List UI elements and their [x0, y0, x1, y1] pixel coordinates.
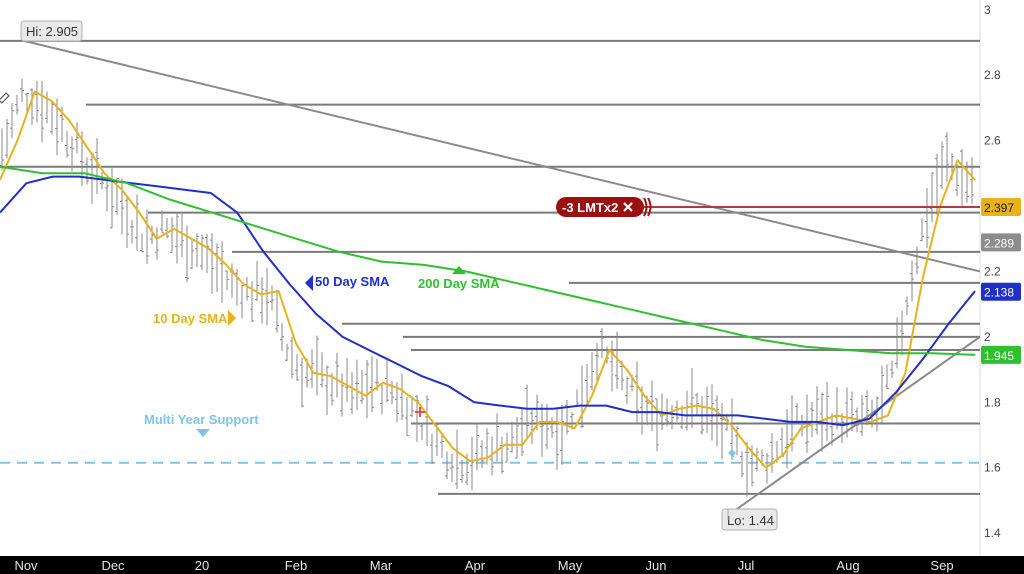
y-tick-label: 2.6	[984, 134, 1001, 148]
x-tick-label: 20	[195, 558, 209, 573]
x-tick-label: Dec	[101, 558, 125, 573]
price-markers: 2.397 2.289 2.138 1.945	[981, 198, 1021, 364]
price-marker-price	[981, 198, 1021, 217]
sma10-arrow	[228, 310, 236, 326]
close-icon[interactable]	[623, 202, 633, 212]
trendline-downtrend	[23, 39, 981, 273]
price-marker-sma50	[981, 282, 1021, 301]
order-pill-edge	[643, 197, 652, 217]
x-axis: Nov Dec 20 Feb Mar Apr May Jun Jul Aug Sep	[14, 558, 953, 573]
price-marker-last	[981, 233, 1021, 252]
high-callout	[20, 20, 83, 42]
sma200-label: 200 Day SMA	[418, 276, 500, 291]
y-tick-label: 1.8	[984, 395, 1001, 409]
y-tick-label: 3	[984, 3, 991, 17]
annotations: 50 Day SMA 200 Day SMA 10 Day SMA Multi Yea…	[0, 20, 778, 531]
price-marker-sma200	[981, 345, 1021, 364]
price-marker-label: 2.138	[984, 286, 1014, 300]
x-tick-label: May	[558, 558, 583, 573]
order-line[interactable]: -3 LMTx2	[556, 197, 980, 218]
pencil-icon-body	[0, 92, 10, 104]
x-tick-label: Jun	[646, 558, 667, 573]
event-marker	[415, 407, 425, 417]
x-tick-label: Sep	[930, 558, 953, 573]
y-tick-label: 2.8	[984, 68, 1001, 82]
x-tick-label: Mar	[370, 558, 393, 573]
moving-averages	[0, 90, 976, 469]
sma50-arrow	[305, 275, 313, 291]
y-tick-label: 1.4	[984, 526, 1001, 540]
trendline-uptrend	[725, 336, 981, 518]
price-marker-label: 2.397	[984, 201, 1014, 215]
support-touch-marker	[728, 449, 736, 457]
support-label: Multi Year Support	[144, 412, 259, 427]
x-axis-background	[0, 556, 1024, 574]
y-tick-label: 2.2	[984, 264, 1001, 278]
x-tick-label: Aug	[836, 558, 859, 573]
sma10-label: 10 Day SMA	[153, 311, 228, 326]
y-tick-label: 1.6	[984, 461, 1001, 475]
high-label: Hi: 2.905	[26, 24, 78, 39]
price-marker-label: 1.945	[984, 349, 1014, 363]
sma200-arrow	[452, 266, 466, 274]
x-tick-label: Apr	[465, 558, 486, 573]
sma50-label: 50 Day SMA	[315, 274, 390, 289]
pencil-icon[interactable]	[0, 92, 10, 104]
sma50-line	[0, 175, 976, 427]
order-label: -3 LMTx2	[562, 200, 618, 215]
low-callout	[721, 508, 778, 531]
x-tick-label: Feb	[285, 558, 307, 573]
order-pill[interactable]	[556, 197, 644, 218]
y-tick-label: 2	[984, 330, 991, 344]
sma10-line	[0, 90, 976, 469]
x-tick-label: Jul	[738, 558, 755, 573]
low-label: Lo: 1.44	[727, 513, 774, 528]
trendlines	[23, 39, 981, 518]
x-tick-label: Nov	[14, 558, 38, 573]
price-marker-label: 2.289	[984, 236, 1014, 250]
sma200-line	[0, 165, 976, 356]
close-icon-glyph	[623, 202, 633, 212]
support-arrow	[196, 429, 210, 437]
